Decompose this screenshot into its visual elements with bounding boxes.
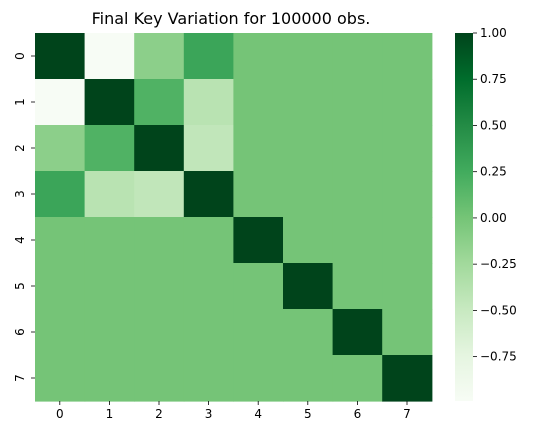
x-axis-ticks: 0 1 2 3 4 5 6 7 bbox=[56, 401, 411, 421]
heatmap-cell-2-7 bbox=[382, 125, 433, 172]
heatmap-cell-2-6 bbox=[332, 125, 383, 172]
heatmap-cell-6-6 bbox=[332, 309, 383, 356]
heatmap-cell-7-0 bbox=[35, 355, 86, 402]
x-tick-label: 0 bbox=[56, 407, 64, 421]
heatmap-cell-4-6 bbox=[332, 217, 383, 264]
heatmap-cell-2-4 bbox=[233, 125, 284, 172]
heatmap-cell-2-1 bbox=[84, 125, 135, 172]
colorbar-tick-label: 0.50 bbox=[480, 118, 507, 132]
heatmap-cell-1-6 bbox=[332, 79, 383, 126]
heatmap-cell-5-2 bbox=[134, 263, 185, 310]
heatmap-cell-3-1 bbox=[84, 171, 135, 218]
y-tick-label: 3 bbox=[13, 190, 27, 198]
heatmap-cell-0-1 bbox=[84, 33, 135, 80]
heatmap-cell-0-3 bbox=[183, 33, 234, 80]
chart-title: Final Key Variation for 100000 obs. bbox=[92, 9, 371, 28]
x-tick-label: 1 bbox=[106, 407, 114, 421]
y-tick-label: 1 bbox=[13, 98, 27, 106]
heatmap-cell-4-2 bbox=[134, 217, 185, 264]
colorbar: 1.00 0.75 0.50 0.25 0.00 −0.25 −0.50 −0.75 bbox=[455, 26, 517, 401]
heatmap-cell-4-3 bbox=[183, 217, 234, 264]
x-tick-label: 6 bbox=[354, 407, 362, 421]
heatmap-cell-1-1 bbox=[84, 79, 135, 126]
heatmap-cell-1-2 bbox=[134, 79, 185, 126]
heatmap-cell-2-0 bbox=[35, 125, 86, 172]
heatmap-cell-1-0 bbox=[35, 79, 86, 126]
heatmap-cell-4-0 bbox=[35, 217, 86, 264]
colorbar-tick-label: −0.25 bbox=[480, 257, 517, 271]
heatmap-cell-5-5 bbox=[283, 263, 334, 310]
x-tick-label: 7 bbox=[403, 407, 411, 421]
heatmap-cell-4-1 bbox=[84, 217, 135, 264]
x-tick-label: 2 bbox=[155, 407, 163, 421]
heatmap-cell-4-7 bbox=[382, 217, 433, 264]
heatmap-cell-7-3 bbox=[183, 355, 234, 402]
heatmap-cell-0-4 bbox=[233, 33, 284, 80]
heatmap-cell-7-2 bbox=[134, 355, 185, 402]
heatmap-cell-5-3 bbox=[183, 263, 234, 310]
heatmap-cell-6-1 bbox=[84, 309, 135, 356]
heatmap-cell-3-5 bbox=[283, 171, 334, 218]
colorbar-tick-label: −0.75 bbox=[480, 350, 517, 364]
heatmap-cell-3-3 bbox=[183, 171, 234, 218]
colorbar-tick-label: −0.50 bbox=[480, 303, 517, 317]
colorbar-tick-label: 0.00 bbox=[480, 211, 507, 225]
x-tick-label: 4 bbox=[254, 407, 262, 421]
heatmap-cell-5-6 bbox=[332, 263, 383, 310]
heatmap-cell-6-0 bbox=[35, 309, 86, 356]
y-tick-label: 4 bbox=[13, 236, 27, 244]
y-axis-ticks: 0 1 2 3 4 5 6 7 bbox=[13, 52, 35, 382]
y-tick-label: 6 bbox=[13, 328, 27, 336]
heatmap-cell-7-6 bbox=[332, 355, 383, 402]
heatmap-cell-6-2 bbox=[134, 309, 185, 356]
heatmap-cell-3-6 bbox=[332, 171, 383, 218]
colorbar-gradient bbox=[455, 33, 473, 401]
heatmap-cell-0-7 bbox=[382, 33, 433, 80]
heatmap-cell-1-4 bbox=[233, 79, 284, 126]
heatmap-cell-0-2 bbox=[134, 33, 185, 80]
heatmap-cell-7-7 bbox=[382, 355, 433, 402]
heatmap-cell-2-2 bbox=[134, 125, 185, 172]
heatmap-cell-5-1 bbox=[84, 263, 135, 310]
heatmap-cell-0-6 bbox=[332, 33, 383, 80]
heatmap-cell-5-0 bbox=[35, 263, 86, 310]
heatmap-cell-2-5 bbox=[283, 125, 334, 172]
heatmap-cell-2-3 bbox=[183, 125, 234, 172]
heatmap-cell-1-3 bbox=[183, 79, 234, 126]
heatmap-cell-7-1 bbox=[84, 355, 135, 402]
heatmap-cell-7-5 bbox=[283, 355, 334, 402]
heatmap-cell-4-5 bbox=[283, 217, 334, 264]
heatmap-cell-5-7 bbox=[382, 263, 433, 310]
colorbar-tick-label: 0.25 bbox=[480, 165, 507, 179]
heatmap-cell-6-4 bbox=[233, 309, 284, 356]
colorbar-tick-label: 1.00 bbox=[480, 26, 507, 40]
heatmap-cell-0-0 bbox=[35, 33, 86, 80]
heatmap-cell-3-0 bbox=[35, 171, 86, 218]
heatmap-cell-3-4 bbox=[233, 171, 284, 218]
heatmap-cell-1-5 bbox=[283, 79, 334, 126]
heatmap-cell-4-4 bbox=[233, 217, 284, 264]
heatmap-cell-6-3 bbox=[183, 309, 234, 356]
heatmap-cell-0-5 bbox=[283, 33, 334, 80]
heatmap-cell-6-5 bbox=[283, 309, 334, 356]
colorbar-tick-label: 0.75 bbox=[480, 72, 507, 86]
heatmap-cells bbox=[35, 33, 433, 402]
y-tick-label: 7 bbox=[13, 374, 27, 382]
x-tick-label: 5 bbox=[304, 407, 312, 421]
heatmap-cell-3-7 bbox=[382, 171, 433, 218]
heatmap-cell-1-7 bbox=[382, 79, 433, 126]
heatmap-cell-3-2 bbox=[134, 171, 185, 218]
heatmap-cell-6-7 bbox=[382, 309, 433, 356]
y-tick-label: 2 bbox=[13, 144, 27, 152]
y-tick-label: 0 bbox=[13, 52, 27, 60]
x-tick-label: 3 bbox=[205, 407, 213, 421]
y-tick-label: 5 bbox=[13, 282, 27, 290]
heatmap-cell-5-4 bbox=[233, 263, 284, 310]
heatmap-cell-7-4 bbox=[233, 355, 284, 402]
